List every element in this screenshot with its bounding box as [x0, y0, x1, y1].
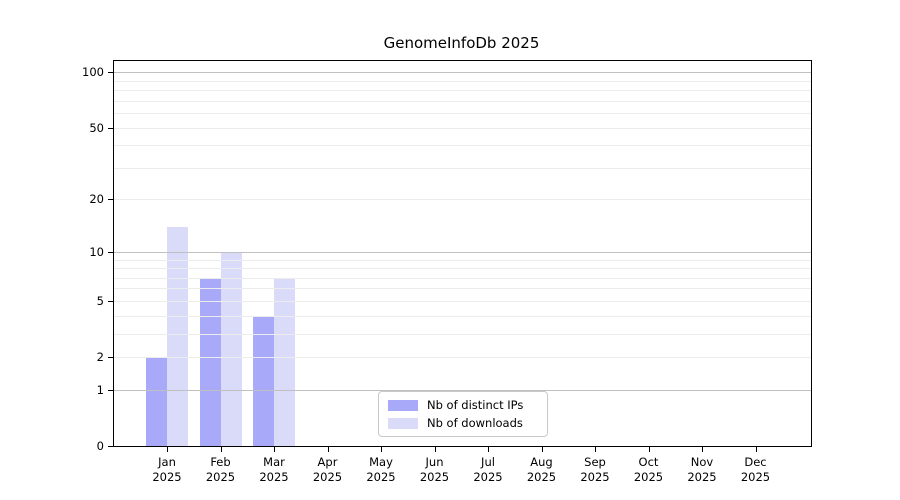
y-tick-label-2: 2: [96, 350, 104, 365]
minor-gridline-7: [114, 277, 811, 279]
plot-area: Nb of distinct IPs Nb of downloads 100 50 2…: [82, 60, 812, 484]
minor-gridline-80: [114, 90, 811, 92]
minor-gridline-60: [114, 113, 811, 115]
legend: Nb of distinct IPs Nb of downloads: [378, 391, 548, 437]
x-tick-jul-2025: [488, 447, 489, 452]
minor-gridline-40: [114, 145, 811, 147]
x-tick-label-dec-2025: Dec 2025: [740, 455, 771, 484]
x-tick-dec-2025: [755, 447, 757, 452]
y-tick-10: [108, 251, 113, 253]
minor-gridline-4: [114, 315, 811, 317]
minor-gridline-20: [114, 199, 811, 201]
bar-nb-of-downloads-mar-2025: [274, 277, 295, 446]
legend-swatch-nb-of-downloads: [388, 417, 418, 429]
x-tick-label-jul-2025: Jul 2025: [473, 455, 503, 484]
x-tick-feb-2025: [220, 447, 222, 452]
chart-title: GenomeInfoDb 2025: [383, 34, 540, 52]
minor-gridline-50: [114, 127, 811, 129]
bar-nb-of-distinct-ips-mar-2025: [253, 315, 274, 446]
x-tick-aug-2025: [541, 447, 543, 452]
y-tick-0: [108, 446, 113, 447]
bar-nb-of-downloads-feb-2025: [220, 251, 242, 446]
x-tick-may-2025: [381, 447, 382, 452]
legend-entry-nb-of-distinct-ips: Nb of distinct IPs: [388, 398, 538, 412]
minor-gridline-5: [114, 300, 811, 302]
legend-label-nb-of-distinct-ips: Nb of distinct IPs: [427, 398, 524, 412]
minor-gridline-2: [114, 357, 811, 359]
y-tick-label-10: 10: [89, 244, 104, 259]
major-gridline-1: [114, 389, 811, 391]
x-tick-jun-2025: [434, 447, 436, 452]
y-tick-label-100: 100: [82, 65, 104, 80]
y-tick-5: [108, 300, 113, 302]
x-tick-mar-2025: [274, 447, 275, 452]
x-tick-label-jun-2025: Jun 2025: [419, 455, 450, 484]
x-tick-label-jan-2025: Jan 2025: [152, 455, 182, 484]
y-tick-1: [108, 389, 113, 391]
x-tick-label-nov-2025: Nov 2025: [687, 455, 717, 484]
legend-swatch-nb-of-distinct-ips: [388, 399, 418, 411]
x-tick-nov-2025: [702, 447, 703, 452]
bar-nb-of-distinct-ips-jan-2025: [146, 357, 167, 446]
y-tick-label-50: 50: [89, 120, 104, 135]
y-tick-50: [108, 127, 113, 129]
major-gridline-10: [114, 251, 811, 253]
x-tick-label-may-2025: May 2025: [366, 455, 396, 484]
x-tick-jan-2025: [167, 447, 168, 452]
x-tick-apr-2025: [327, 447, 329, 452]
major-gridline-100: [114, 72, 811, 74]
y-tick-100: [108, 72, 113, 74]
x-tick-sep-2025: [595, 447, 596, 452]
minor-gridline-70: [114, 100, 811, 102]
minor-gridline-30: [114, 167, 811, 169]
minor-gridline-3: [114, 333, 811, 335]
minor-gridline-90: [114, 80, 811, 82]
bar-nb-of-distinct-ips-feb-2025: [199, 277, 221, 446]
minor-gridline-9: [114, 259, 811, 261]
y-tick-label-1: 1: [96, 382, 104, 397]
legend-label-nb-of-downloads: Nb of downloads: [427, 416, 523, 430]
x-tick-label-feb-2025: Feb 2025: [205, 455, 236, 484]
x-tick-label-sep-2025: Sep 2025: [580, 455, 610, 484]
y-tick-20: [108, 199, 113, 201]
x-tick-label-mar-2025: Mar 2025: [259, 455, 289, 484]
bar-nb-of-downloads-jan-2025: [167, 226, 188, 446]
legend-entry-nb-of-downloads: Nb of downloads: [388, 416, 538, 430]
x-tick-label-apr-2025: Apr 2025: [312, 455, 343, 484]
minor-gridline-6: [114, 288, 811, 290]
y-tick-label-0: 0: [96, 439, 104, 453]
x-tick-label-oct-2025: Oct 2025: [633, 455, 664, 484]
x-tick-oct-2025: [648, 447, 650, 452]
y-tick-label-20: 20: [89, 192, 104, 207]
x-tick-label-aug-2025: Aug 2025: [526, 455, 557, 484]
y-tick-label-5: 5: [96, 293, 104, 308]
minor-gridline-8: [114, 268, 811, 270]
y-tick-2: [108, 357, 113, 359]
